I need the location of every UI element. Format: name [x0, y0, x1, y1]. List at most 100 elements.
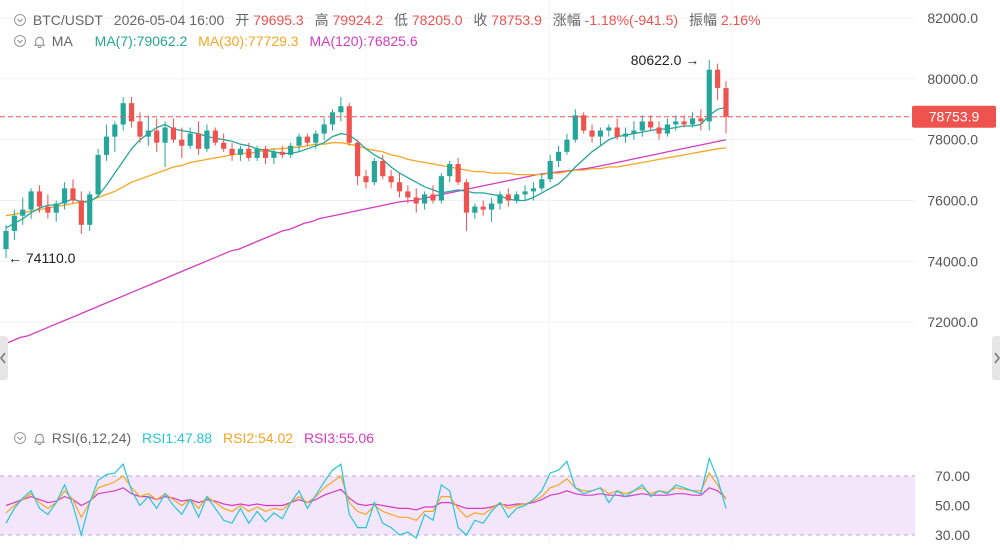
- chevron-right-icon: [994, 352, 1000, 364]
- ma120-path: [5, 139, 727, 345]
- scroll-left-handle[interactable]: [0, 336, 8, 380]
- candle-body: [128, 103, 135, 122]
- pair-label: BTC/USDT: [32, 12, 103, 28]
- ma-legend: MA MA(7):79062.2 MA(30):77729.3 MA(120):…: [14, 33, 418, 49]
- candle-body: [36, 191, 43, 207]
- candle-body: [229, 148, 235, 155]
- candle-body: [329, 112, 336, 125]
- candle-body: [313, 133, 319, 143]
- rsi1-line: [5, 456, 727, 539]
- candle-body: [53, 203, 59, 213]
- candle-body: [631, 130, 637, 134]
- candle-body: [137, 121, 143, 137]
- candle-body: [622, 133, 629, 137]
- candle-body: [112, 124, 118, 137]
- candle-body: [530, 188, 537, 192]
- candle-body: [103, 136, 110, 155]
- ma120-line: [5, 139, 727, 345]
- scroll-right-handle[interactable]: [992, 336, 1000, 380]
- candle-body: [262, 148, 269, 158]
- candle-body: [62, 188, 68, 204]
- high-value: 79924.2: [332, 12, 384, 28]
- candle-body: [681, 121, 687, 125]
- candle-body: [723, 88, 729, 117]
- rsi-tick-label: 50.00: [935, 498, 970, 514]
- candle-body: [321, 124, 327, 134]
- low-label: 低: [394, 12, 408, 28]
- ma7-path: [5, 106, 727, 229]
- candle-body: [422, 194, 428, 204]
- candle-body: [689, 118, 696, 125]
- change-label: 涨幅: [552, 12, 581, 28]
- candle-body: [78, 200, 84, 225]
- candle-body: [480, 206, 486, 210]
- candle-body: [355, 142, 361, 177]
- high-annotation-label: 80622.0 →: [631, 52, 700, 68]
- price-tick-label: 74000.0: [927, 253, 978, 269]
- candle-body: [145, 130, 151, 137]
- rsi-tick-label: 70.00: [935, 468, 970, 484]
- candle-body: [371, 160, 377, 183]
- candle-body: [237, 148, 244, 155]
- candle-body: [204, 130, 210, 149]
- candle-body: [154, 130, 160, 143]
- price-tick-label: 72000.0: [927, 314, 978, 330]
- collapse-chevron-icon[interactable]: [14, 432, 26, 444]
- candle-body: [581, 115, 587, 131]
- candle-body: [488, 203, 495, 210]
- candle-body: [572, 115, 578, 140]
- candle-body: [430, 194, 436, 201]
- candle-body: [547, 160, 553, 180]
- candle-body: [396, 182, 403, 192]
- candle-body: [346, 106, 352, 143]
- candle-body: [195, 133, 202, 149]
- price-tick-label: 80000.0: [927, 71, 978, 87]
- amplitude-label: 振幅: [688, 12, 717, 28]
- candle-body: [413, 197, 419, 204]
- annotations: 80622.0 → ← 74110.0: [8, 52, 699, 266]
- candle-body: [589, 130, 595, 137]
- candle-body: [388, 176, 394, 183]
- candle-body: [447, 164, 453, 177]
- candle-body: [20, 209, 26, 216]
- rsi-legend: RSI(6,12,24) RSI1:47.88 RSI2:54.02 RSI3:…: [14, 430, 374, 446]
- current-price-label: 78753.9: [929, 109, 980, 125]
- candle-body: [555, 151, 562, 161]
- candle-body: [606, 127, 612, 131]
- collapse-chevron-icon[interactable]: [14, 14, 26, 26]
- candle-body: [648, 121, 654, 128]
- candle-body: [187, 133, 193, 146]
- candle-body: [95, 154, 101, 195]
- candle-body: [11, 215, 17, 231]
- candle-body: [246, 148, 252, 158]
- candle-body: [463, 182, 470, 213]
- candle-body: [698, 118, 704, 122]
- rsi3-line: [5, 487, 727, 511]
- ma120-value: MA(120):76825.6: [309, 33, 418, 49]
- current-price-line: 78753.9: [0, 105, 996, 128]
- candle-body: [405, 191, 411, 198]
- close-value: 78753.9: [491, 12, 542, 28]
- candle-body: [28, 191, 34, 210]
- bell-icon[interactable]: [33, 35, 46, 48]
- price-tick-label: 76000.0: [927, 193, 978, 209]
- candle-body: [363, 176, 369, 183]
- ma7-value: MA(7):79062.2: [94, 33, 188, 49]
- candle-body: [296, 136, 302, 146]
- rsi-tick-label: 30.00: [935, 527, 970, 543]
- candle-body: [597, 130, 604, 137]
- candle-body: [706, 69, 712, 122]
- candle-body: [221, 142, 227, 149]
- open-value: 79695.3: [253, 12, 304, 28]
- candle-body: [162, 127, 168, 143]
- low-annotation-label: ← 74110.0: [8, 250, 76, 266]
- candle-body: [254, 148, 260, 158]
- candle-body: [505, 194, 511, 201]
- low-value: 78205.0: [411, 12, 463, 28]
- candle-body: [664, 124, 670, 134]
- bell-icon[interactable]: [33, 432, 46, 445]
- high-label: 高: [314, 12, 329, 28]
- collapse-chevron-icon[interactable]: [14, 35, 26, 47]
- price-axis: 82000.0 80000.0 78000.0 76000.0 74000.0 72000…: [927, 10, 978, 543]
